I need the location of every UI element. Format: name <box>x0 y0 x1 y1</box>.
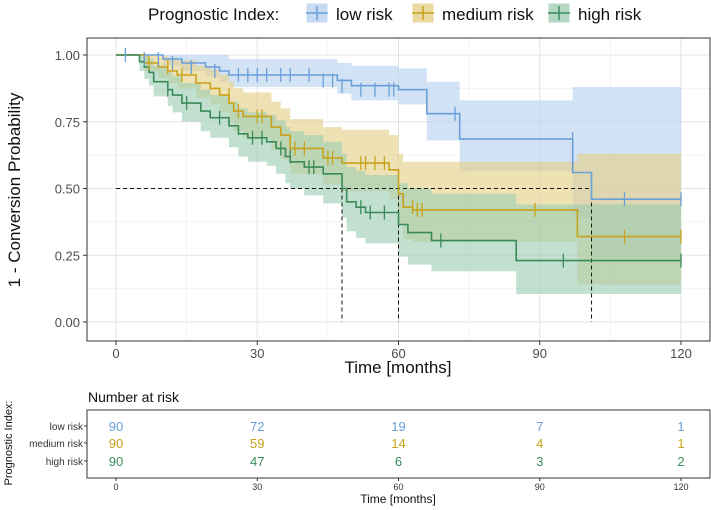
y-tick-label: 0.00 <box>55 315 80 330</box>
risk-table-title: Number at risk <box>88 389 180 405</box>
risk-value-high-risk: 47 <box>250 454 264 469</box>
y-axis-label: 1 - Conversion Probability <box>5 92 24 287</box>
legend-label-medium: medium risk <box>442 5 534 24</box>
risk-row-label-high-risk: high risk <box>46 457 84 468</box>
y-tick-label: 1.00 <box>55 48 80 63</box>
x-tick-label: 60 <box>391 346 405 361</box>
legend-label-high: high risk <box>578 5 642 24</box>
y-tick-label: 0.50 <box>55 182 80 197</box>
risk-value-low-risk: 19 <box>391 419 405 434</box>
survival-curve-high-risk <box>116 54 681 262</box>
risk-x-tick-label: 90 <box>535 482 545 492</box>
risk-row-label-medium-risk: medium risk <box>29 439 84 450</box>
risk-x-tick-label: 30 <box>252 482 262 492</box>
legend-entry-high[interactable]: high risk <box>547 2 642 24</box>
risk-value-medium-risk: 90 <box>109 436 123 451</box>
y-axis-ticks: 0.00 0.25 0.50 0.75 1.00 <box>55 48 87 330</box>
censor-marks <box>124 48 682 268</box>
risk-value-low-risk: 1 <box>677 419 684 434</box>
risk-x-tick-label: 0 <box>113 482 118 492</box>
risk-table-y-label: Prognostic Index: <box>3 401 15 486</box>
median-lines <box>116 188 593 322</box>
legend-entry-medium[interactable]: medium risk <box>411 2 534 24</box>
risk-value-medium-risk: 59 <box>250 436 264 451</box>
risk-table-rows: low risk 90 72 19 7 1 medium risk 90 59 14 4 1 high … <box>29 419 685 469</box>
y-tick-label: 0.75 <box>55 115 80 130</box>
x-tick-label: 120 <box>670 346 692 361</box>
x-axis-ticks: 0 30 60 90 120 <box>112 341 692 361</box>
risk-row-label-low-risk: low risk <box>50 422 84 433</box>
y-tick-label: 0.25 <box>55 248 80 263</box>
x-tick-label: 90 <box>533 346 547 361</box>
risk-value-low-risk: 90 <box>109 419 123 434</box>
x-tick-label: 30 <box>250 346 264 361</box>
risk-value-low-risk: 72 <box>250 419 264 434</box>
legend: Prognostic Index: low risk medium risk h… <box>148 2 642 24</box>
legend-title: Prognostic Index: <box>148 5 279 24</box>
risk-x-tick-label: 120 <box>673 482 688 492</box>
risk-value-high-risk: 2 <box>677 454 684 469</box>
survival-curve-low-risk <box>116 54 681 200</box>
km-plot: 0.00 0.25 0.50 0.75 1.00 0 30 60 90 120 Time [mo… <box>5 37 711 377</box>
risk-value-medium-risk: 14 <box>391 436 405 451</box>
risk-x-tick-label: 60 <box>393 482 403 492</box>
x-axis-label: Time [months] <box>344 358 451 377</box>
risk-value-high-risk: 90 <box>109 454 123 469</box>
risk-table-x-ticks: 0 30 60 90 120 <box>113 478 689 492</box>
risk-table: Number at risk low risk 90 72 19 7 1 medium ri… <box>3 389 711 506</box>
x-tick-label: 0 <box>112 346 119 361</box>
risk-value-medium-risk: 1 <box>677 436 684 451</box>
legend-entry-low[interactable]: low risk <box>305 2 393 24</box>
risk-value-medium-risk: 4 <box>536 436 543 451</box>
confidence-band-low-risk <box>116 55 681 258</box>
risk-value-low-risk: 7 <box>536 419 543 434</box>
risk-value-high-risk: 6 <box>395 454 402 469</box>
risk-value-high-risk: 3 <box>536 454 543 469</box>
risk-table-x-label: Time [months] <box>360 492 436 506</box>
legend-label-low: low risk <box>336 5 393 24</box>
